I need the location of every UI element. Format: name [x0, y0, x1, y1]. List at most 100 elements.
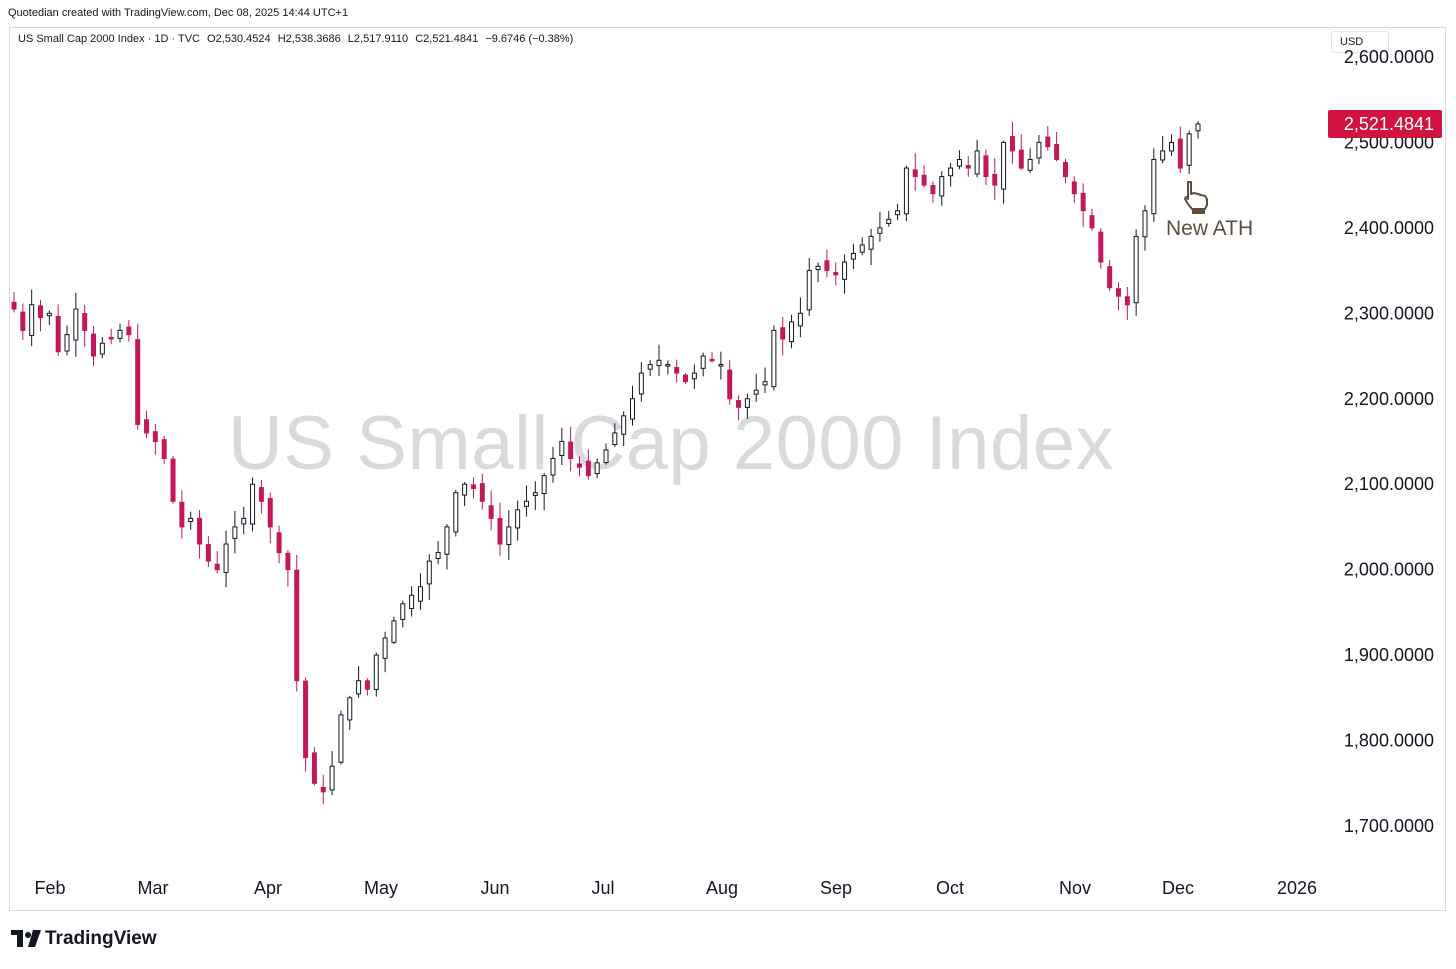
candle-body	[683, 374, 689, 383]
candle-body	[1009, 135, 1015, 152]
candle-body	[824, 260, 830, 272]
chart-credit: Quotedian created with TradingView.com, …	[8, 7, 349, 19]
candle-body	[197, 517, 203, 545]
candle-body	[91, 333, 97, 357]
candle-body	[886, 218, 892, 224]
candle-body	[1098, 231, 1104, 263]
candle-body	[948, 167, 954, 177]
candle-body	[506, 526, 512, 546]
candle-body	[718, 364, 724, 367]
candle-body	[108, 336, 114, 340]
candle-body	[1036, 141, 1042, 159]
candle-body	[903, 167, 909, 215]
candle-body	[1115, 288, 1121, 297]
candle-body	[382, 637, 388, 659]
candle-body	[205, 544, 211, 562]
candle-body	[126, 326, 132, 336]
candle-body	[144, 419, 150, 434]
y-tick-label: 2,000.0000	[1344, 560, 1434, 580]
candle-body	[1018, 149, 1024, 169]
candle-body	[444, 526, 450, 555]
chart-frame	[9, 27, 1446, 911]
candle-body	[1054, 144, 1060, 160]
candle-body	[1195, 123, 1201, 132]
candle-body	[1071, 181, 1077, 195]
candle-body	[674, 367, 680, 374]
candle-body	[82, 313, 88, 331]
candle-body	[338, 714, 344, 763]
symbol-legend: US Small Cap 2000 Index · 1D · TVC O2,53…	[18, 33, 577, 45]
candle-body	[409, 594, 415, 610]
candle-body	[347, 697, 353, 721]
candle-body	[453, 492, 459, 533]
y-tick-label: 2,600.0000	[1344, 47, 1434, 67]
y-tick-label: 2,400.0000	[1344, 218, 1434, 238]
candle-body	[921, 174, 927, 186]
candle-body	[965, 164, 971, 169]
candle-body	[523, 500, 529, 507]
candle-body	[859, 244, 865, 253]
candle-body	[117, 329, 123, 339]
candle-body	[797, 312, 803, 327]
candle-body	[806, 270, 812, 311]
candle-body	[311, 752, 317, 784]
candle-body	[479, 483, 485, 502]
candle-body	[736, 400, 742, 408]
candle-body	[1151, 158, 1157, 215]
x-tick-label: Jun	[480, 878, 509, 898]
x-tick-label: Mar	[138, 878, 169, 898]
currency-selector[interactable]: USD	[1331, 31, 1389, 53]
candle-body	[956, 158, 962, 167]
tradingview-logo[interactable]: TradingView	[11, 928, 157, 950]
new-ath-annotation: New ATH	[1166, 217, 1254, 240]
candle-body	[912, 169, 918, 178]
y-tick-label: 1,800.0000	[1344, 731, 1434, 751]
candle-body	[877, 227, 883, 234]
x-tick-label: Feb	[34, 878, 65, 898]
symbol-label[interactable]: US Small Cap 2000 Index · 1D · TVC	[18, 33, 200, 45]
candle-body	[771, 329, 777, 388]
candle-body	[152, 431, 158, 442]
candle-body	[170, 458, 176, 502]
candle-body	[1133, 235, 1139, 304]
candle-body	[1168, 141, 1174, 152]
y-tick-label: 2,300.0000	[1344, 303, 1434, 323]
candle-body	[29, 304, 35, 336]
candle-body	[64, 334, 70, 352]
candle-body	[161, 439, 167, 460]
x-tick-label: Apr	[254, 878, 282, 898]
x-tick-label: Oct	[936, 878, 964, 898]
candle-body	[515, 509, 521, 529]
candle-body	[488, 505, 494, 519]
candle-body	[630, 398, 636, 420]
candle-body	[356, 680, 362, 695]
candle-body	[665, 364, 671, 367]
candle-body	[789, 321, 795, 343]
candle-body	[983, 155, 989, 178]
candle-body	[214, 563, 220, 571]
candle-body	[11, 301, 17, 310]
y-tick-label: 1,900.0000	[1344, 645, 1434, 665]
x-tick-label: Nov	[1059, 878, 1091, 898]
candle-body	[541, 475, 547, 494]
candle-body	[267, 497, 273, 528]
candle-body	[1001, 141, 1007, 190]
candle-body	[762, 381, 768, 386]
candle-body	[638, 372, 644, 395]
candle-body	[974, 150, 980, 175]
last-price-label: 2,521.4841	[1344, 114, 1434, 134]
candle-body	[568, 441, 574, 460]
candle-body	[709, 358, 715, 362]
candle-body	[250, 483, 256, 525]
pointing-hand-icon	[1184, 181, 1208, 214]
candle-body	[373, 654, 379, 690]
candle-body	[753, 389, 759, 395]
candle-body	[1027, 158, 1033, 171]
y-tick-label: 2,200.0000	[1344, 389, 1434, 409]
candle-body	[939, 176, 945, 197]
candle-body	[1080, 192, 1086, 212]
candle-body	[691, 372, 697, 380]
candle-body	[55, 315, 61, 353]
candle-body	[188, 517, 194, 522]
